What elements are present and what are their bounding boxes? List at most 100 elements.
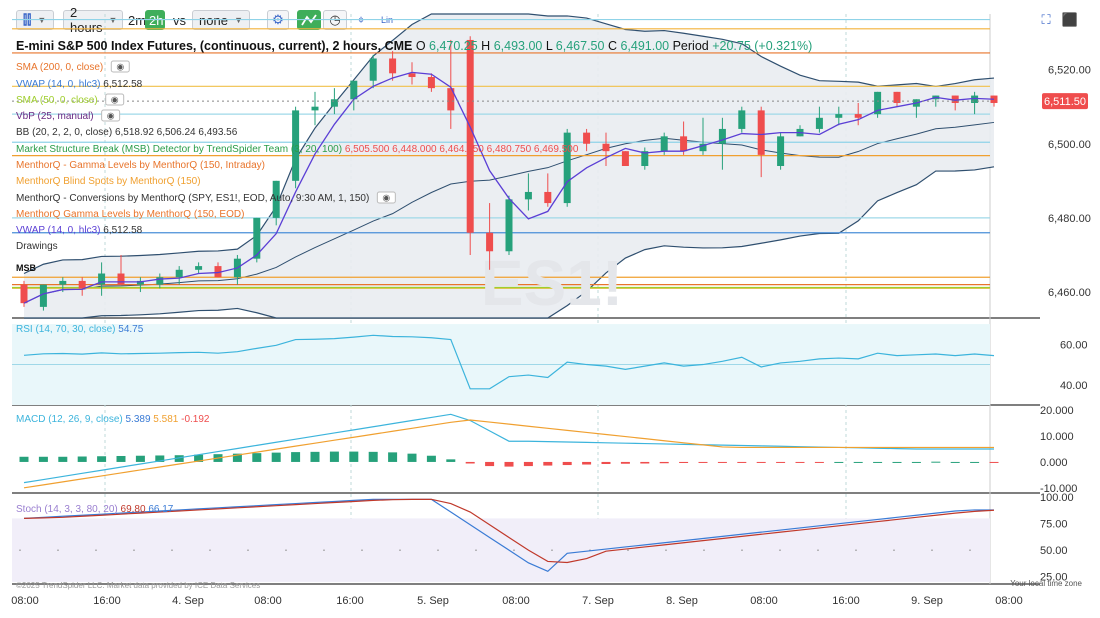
interval-value: 2 hours <box>70 5 103 35</box>
indicator-label: SMA (200, 0, close) <box>16 62 103 73</box>
stoch-midline-dot <box>855 549 857 551</box>
candle-body <box>718 128 726 144</box>
period-value: +20.75 (+0.321%) <box>712 39 812 53</box>
visibility-toggle-button[interactable] <box>110 60 130 73</box>
macd-histogram-bar <box>911 461 921 463</box>
candle-body <box>427 77 435 89</box>
macd-histogram-bar <box>174 455 184 462</box>
stoch-value-1: 69.80 <box>118 504 146 515</box>
candle-body <box>350 80 358 100</box>
rsi-value: 54.75 <box>116 324 144 335</box>
stoch-value-2: 66.17 <box>146 504 174 515</box>
candle-body <box>505 199 513 252</box>
macd-histogram-bar <box>853 461 863 463</box>
rsi-legend: RSI (14, 70, 30, close) 54.75 <box>16 324 144 335</box>
macd-histogram-bar <box>465 461 475 464</box>
macd-histogram-bar <box>252 453 262 462</box>
indicator-legend-item: MenthorQ - Conversions by MenthorQ (SPY,… <box>16 193 369 204</box>
macd-histogram-bar <box>329 451 339 462</box>
stoch-midline-dot <box>437 549 439 551</box>
macd-histogram-bar <box>931 461 941 463</box>
macd-histogram-bar <box>116 455 126 462</box>
stoch-axis-tick: 50.00 <box>1040 545 1068 557</box>
h-label: H <box>478 39 494 53</box>
time-axis-tick: 08:00 <box>750 595 778 607</box>
candle-body <box>272 180 280 218</box>
candle-body <box>59 280 67 285</box>
indicator-values: 6,505.500 6,448.000 6,464.250 6,480.750 … <box>342 144 579 155</box>
macd-histogram-bar <box>601 461 611 465</box>
h-value: 6,493.00 <box>494 39 543 53</box>
stoch-midline-dot <box>19 549 21 551</box>
macd-histogram-bar <box>232 453 242 462</box>
candle-body <box>660 136 668 152</box>
stoch-midline-dot <box>361 549 363 551</box>
macd-histogram-bar <box>620 461 630 464</box>
indicator-values: 6,512.58 <box>100 225 142 236</box>
screenshot-button[interactable]: ⬛ <box>1060 10 1080 30</box>
stoch-midline-dot <box>931 549 933 551</box>
stoch-k-line <box>23 498 994 573</box>
stoch-midline-dot <box>171 549 173 551</box>
candle-body <box>389 58 397 74</box>
candle-body <box>583 132 591 144</box>
indicator-legend-item: MenthorQ - Gamma Levels by MenthorQ (150… <box>16 160 265 171</box>
macd-histogram-bar <box>659 461 669 464</box>
candle-body <box>292 110 300 181</box>
candle-body <box>641 151 649 166</box>
macd-histogram-bar <box>291 452 301 462</box>
candle-body <box>369 58 377 81</box>
stoch-midline-dot <box>627 549 629 551</box>
candle-body <box>330 99 338 107</box>
rsi-axis-tick: 60.00 <box>1060 339 1088 351</box>
stoch-axis-tick: 75.00 <box>1040 519 1068 531</box>
macd-histogram-bar <box>698 461 708 463</box>
macd-histogram-bar <box>368 451 378 462</box>
l-label: L <box>542 39 555 53</box>
macd-axis-tick: 10.000 <box>1040 431 1074 443</box>
macd-histogram-bar <box>310 451 320 462</box>
indicator-label: Drawings <box>16 241 58 252</box>
bollinger-upper-line <box>23 13 995 275</box>
macd-value-2: 5.581 <box>151 414 179 425</box>
rsi-axis-tick: 40.00 <box>1060 380 1088 392</box>
visibility-toggle-button[interactable] <box>376 191 396 204</box>
c-label: C <box>604 39 620 53</box>
indicator-legend-item: BB (20, 2, 2, 0, close) 6,518.92 6,506.2… <box>16 127 238 138</box>
rsi-label: RSI (14, 70, 30, close) <box>16 324 116 335</box>
macd-histogram-bar <box>504 461 514 467</box>
macd-histogram-bar <box>349 451 359 462</box>
visibility-toggle-button[interactable] <box>105 93 125 106</box>
candle-body <box>621 151 629 166</box>
candle-body <box>39 284 47 307</box>
indicator-legend-item: MenthorQ Blind Spots by MenthorQ (150) <box>16 176 201 187</box>
candle-body <box>602 143 610 152</box>
candle-body <box>893 91 901 103</box>
indicator-label: MenthorQ - Gamma Levels by MenthorQ (150… <box>16 160 265 171</box>
candle-body <box>408 73 416 78</box>
fullscreen-button[interactable]: ⛶ <box>1036 10 1056 30</box>
stoch-midline-dot <box>285 549 287 551</box>
indicator-label: VbP (25, manual) <box>16 111 94 122</box>
stoch-band <box>12 518 990 582</box>
candle-body <box>447 88 455 111</box>
visibility-toggle-button[interactable] <box>101 109 121 122</box>
price-axis-tick: 6,460.00 <box>1048 287 1091 299</box>
candle-body <box>874 91 882 115</box>
candle-body <box>699 143 707 152</box>
indicator-legend-item: MenthorQ Gamma Levels by MenthorQ (150, … <box>16 209 244 220</box>
copyright-text: ©2025 TrendSpider LLC. Market data provi… <box>16 581 260 590</box>
stoch-midline-dot <box>57 549 59 551</box>
candle-body <box>971 95 979 103</box>
macd-histogram-bar <box>989 461 999 463</box>
stoch-midline-dot <box>209 549 211 551</box>
indicator-label: MenthorQ Blind Spots by MenthorQ (150) <box>16 176 201 187</box>
indicator-label: MenthorQ Gamma Levels by MenthorQ (150, … <box>16 209 244 220</box>
stoch-midline-dot <box>665 549 667 551</box>
candle-body <box>544 191 552 204</box>
bollinger-lower-line <box>24 166 995 319</box>
stoch-axis-tick: 25.00 <box>1040 572 1068 584</box>
indicator-legend-item: SMA (50, 0, close) <box>16 95 98 106</box>
macd-histogram-bar <box>737 461 747 463</box>
